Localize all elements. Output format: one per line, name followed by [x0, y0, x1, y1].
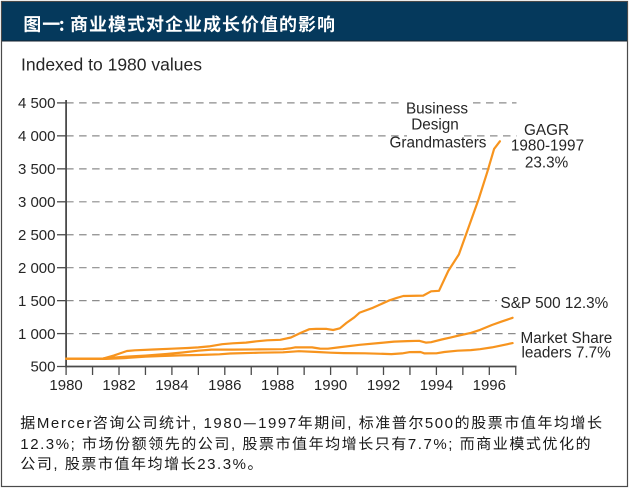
svg-text:Grandmasters: Grandmasters	[390, 135, 487, 152]
svg-text:1997: 1997	[258, 415, 298, 432]
svg-text:1990: 1990	[314, 377, 347, 394]
svg-text:23.3%: 23.3%	[525, 155, 569, 172]
svg-text:500: 500	[425, 415, 455, 432]
svg-text:23.3%: 23.3%	[197, 456, 247, 473]
svg-text:2 000: 2 000	[18, 260, 56, 277]
svg-text:GAGR: GAGR	[524, 122, 569, 139]
svg-text:12.3%;: 12.3%;	[20, 436, 82, 453]
svg-text:Mercer: Mercer	[37, 415, 93, 432]
svg-text:3 500: 3 500	[18, 161, 56, 178]
svg-text:1980-1997: 1980-1997	[511, 138, 584, 155]
svg-text:1992: 1992	[367, 377, 400, 394]
svg-text:leaders 7.7%: leaders 7.7%	[522, 344, 612, 361]
svg-text:,: ,	[231, 436, 242, 453]
svg-text:4 500: 4 500	[18, 95, 56, 112]
svg-text:4 000: 4 000	[18, 128, 56, 145]
svg-text:1994: 1994	[420, 377, 453, 394]
svg-text:3 000: 3 000	[18, 194, 56, 211]
svg-text:1980: 1980	[49, 377, 82, 394]
svg-text:Business: Business	[406, 100, 468, 117]
svg-text:Indexed to 1980 values: Indexed to 1980 values	[21, 55, 202, 75]
svg-text:1982: 1982	[102, 377, 135, 394]
svg-text:,: ,	[53, 456, 64, 473]
svg-text:Design: Design	[411, 117, 459, 134]
svg-text:, 1980: , 1980	[192, 415, 243, 432]
svg-text:2 500: 2 500	[18, 227, 56, 244]
svg-text:1988: 1988	[261, 377, 294, 394]
svg-text:,: ,	[347, 415, 358, 432]
svg-text:1984: 1984	[155, 377, 188, 394]
svg-text:S&P 500 12.3%: S&P 500 12.3%	[501, 295, 609, 312]
svg-text:1 500: 1 500	[18, 293, 56, 310]
svg-text:Market Share: Market Share	[521, 330, 613, 347]
svg-text:7.7%;: 7.7%;	[408, 436, 460, 453]
svg-text:1996: 1996	[473, 377, 506, 394]
svg-text:1 000: 1 000	[18, 326, 56, 343]
svg-text:500: 500	[30, 359, 55, 376]
svg-text:1986: 1986	[208, 377, 241, 394]
